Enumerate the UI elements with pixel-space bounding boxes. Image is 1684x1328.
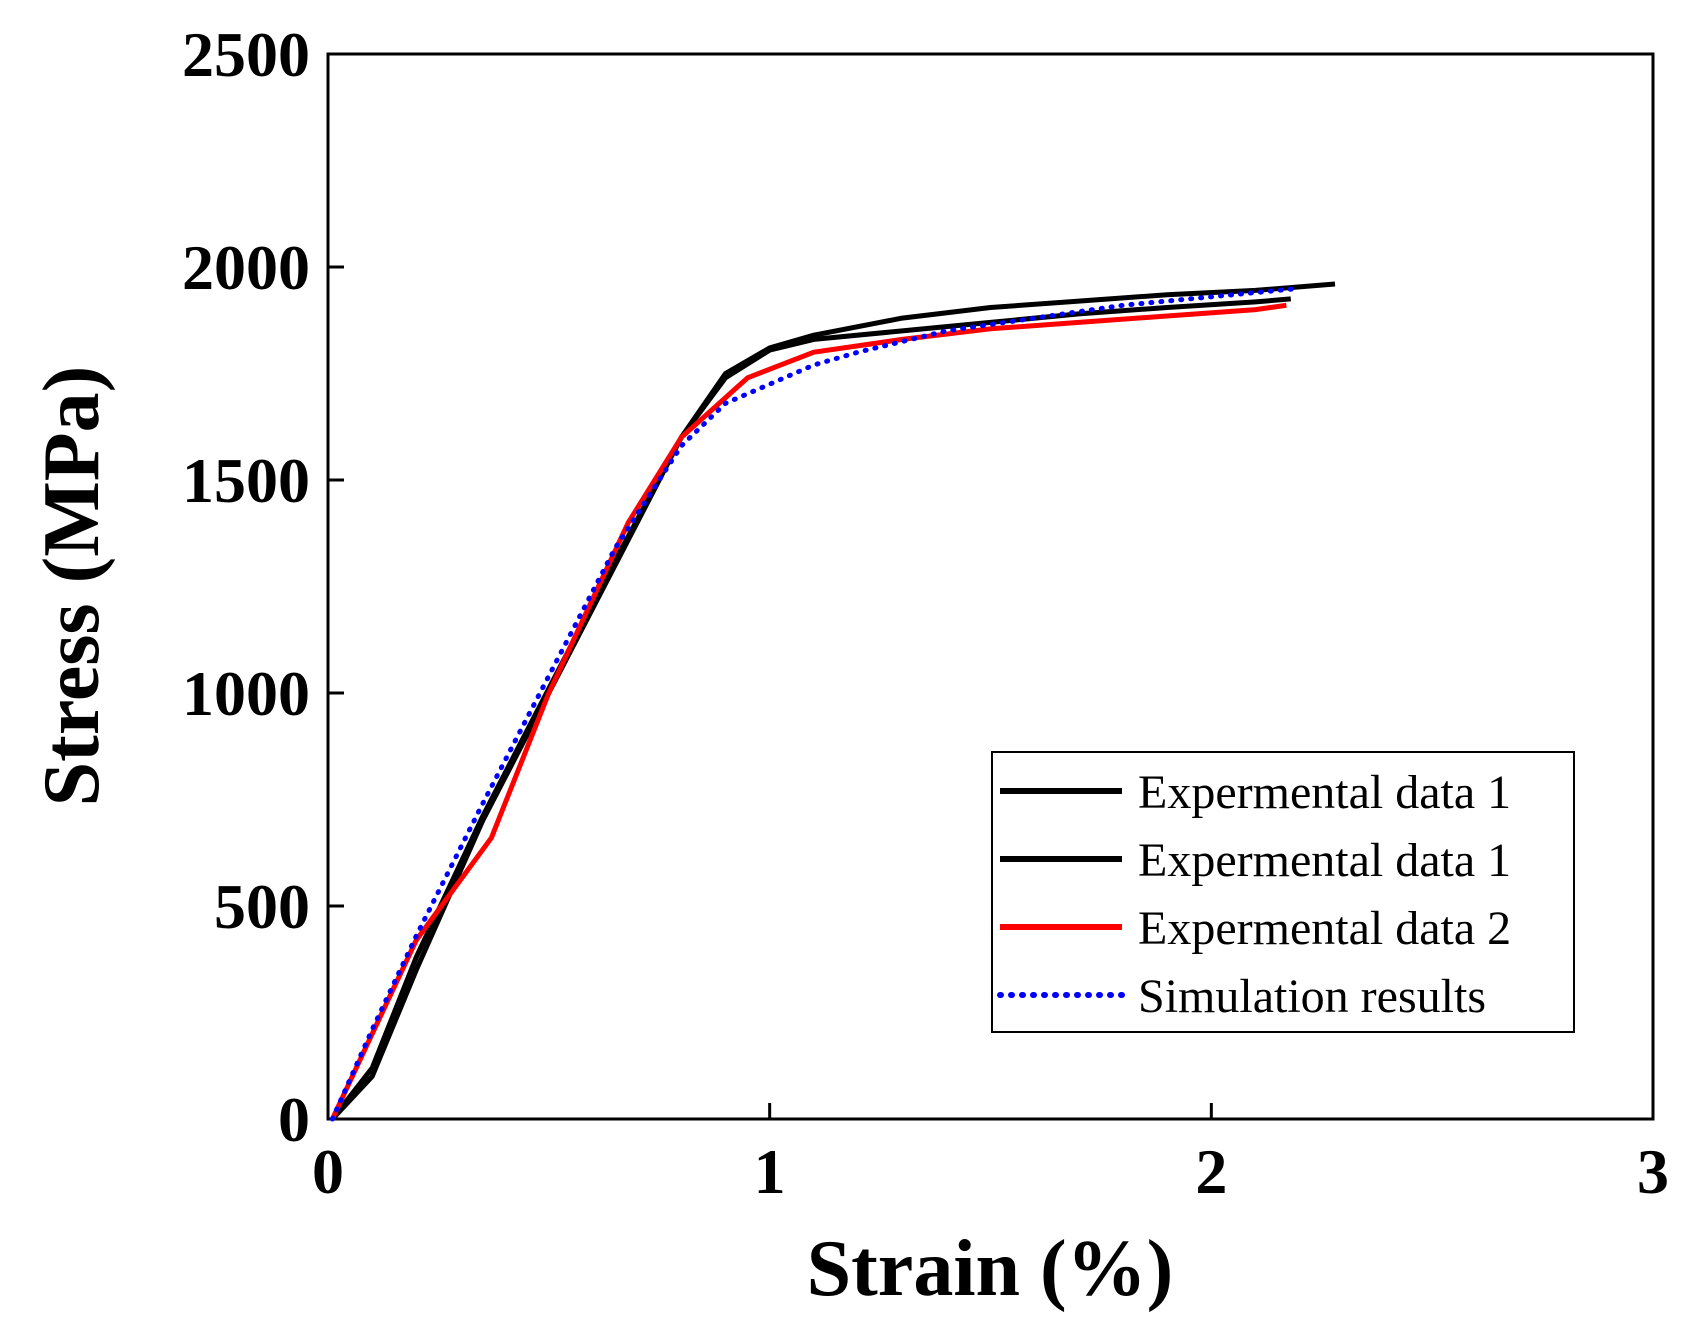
x-tick-label: 3 bbox=[1637, 1136, 1669, 1207]
x-axis-title: Strain (%) bbox=[807, 1225, 1174, 1313]
y-tick-label: 2000 bbox=[182, 232, 310, 303]
y-tick-label: 1000 bbox=[182, 658, 310, 729]
legend-label-4: Simulation results bbox=[1138, 970, 1486, 1023]
series-line-2 bbox=[330, 296, 1292, 1121]
legend: Expermental data 1 Expermental data 1 Expe… bbox=[991, 751, 1575, 1033]
tick-labels: 0 1 2 3 0 500 1000 1500 2000 2500 bbox=[182, 19, 1669, 1207]
x-tick-label: 2 bbox=[1195, 1136, 1227, 1207]
series-layer bbox=[329, 281, 1336, 1122]
x-tick-label: 0 bbox=[312, 1136, 344, 1207]
y-tick-label: 2500 bbox=[182, 19, 310, 90]
y-tick-label: 500 bbox=[214, 871, 310, 942]
legend-box bbox=[991, 751, 1575, 1033]
series-line-3 bbox=[330, 302, 1287, 1121]
y-tick-label: 1500 bbox=[182, 445, 310, 516]
x-tick-label: 1 bbox=[754, 1136, 786, 1207]
plot-frame bbox=[326, 52, 1655, 1121]
y-axis-title: Stress (MPa) bbox=[28, 366, 116, 807]
legend-label-1: Expermental data 1 bbox=[1138, 766, 1511, 819]
legend-label-3: Expermental data 2 bbox=[1138, 902, 1511, 955]
y-tick-label: 0 bbox=[278, 1084, 310, 1155]
legend-label-2: Expermental data 1 bbox=[1138, 834, 1511, 887]
